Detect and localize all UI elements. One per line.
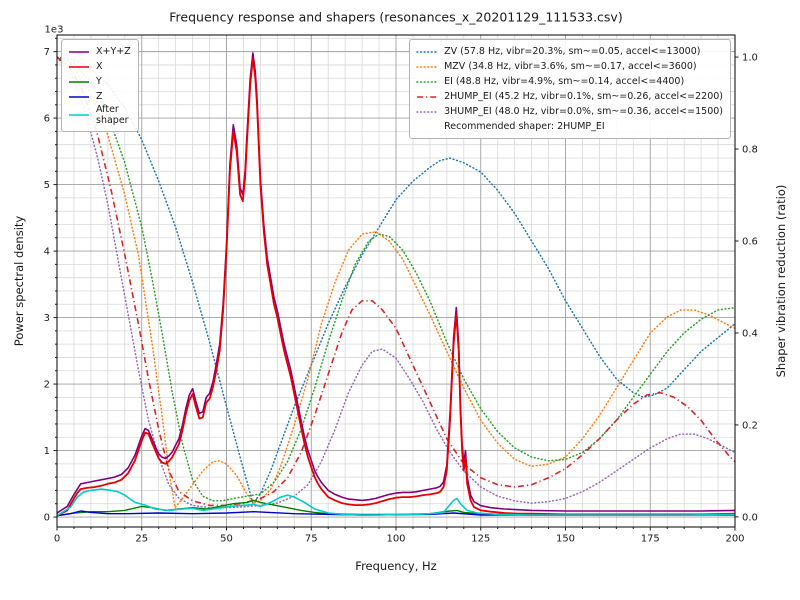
legend-line-sample: [69, 80, 89, 83]
legend-line-sample: [69, 65, 89, 68]
svg-text:0: 0: [54, 534, 60, 545]
series-ei: [57, 56, 735, 502]
y-axis-offset-text: 1e3: [44, 24, 64, 36]
legend-line-sample: [69, 50, 89, 53]
legend-entry-label: Z: [96, 90, 103, 102]
svg-text:25: 25: [135, 534, 148, 545]
svg-text:175: 175: [641, 534, 660, 545]
svg-text:200: 200: [725, 534, 744, 545]
svg-text:1.0: 1.0: [742, 53, 758, 64]
svg-text:150: 150: [556, 534, 575, 545]
svg-text:75: 75: [305, 534, 318, 545]
svg-text:6: 6: [44, 114, 50, 125]
legend-entry: X: [68, 59, 131, 74]
legend-entry: Z: [68, 89, 131, 104]
svg-text:5: 5: [44, 180, 50, 191]
legend-entry-label: EI (48.8 Hz, vibr=4.9%, sm~=0.14, accel<…: [444, 75, 685, 87]
legend-entry-label: Recommended shaper: 2HUMP_EI: [444, 120, 605, 132]
legend-entry: X+Y+Z: [68, 44, 131, 59]
legend-psd: X+Y+Z X Y Z After shaper: [61, 39, 139, 132]
series-x: [57, 57, 735, 517]
legend-line-sample: [416, 80, 438, 83]
series: [57, 52, 735, 517]
legend-entry: MZV (34.8 Hz, vibr=3.6%, sm~=0.17, accel…: [416, 59, 723, 74]
legend-entry: Y: [68, 74, 131, 89]
legend-line-sample: [416, 65, 438, 68]
svg-text:0.0: 0.0: [742, 512, 758, 523]
ticks: [53, 37, 739, 531]
legend-entry-label: ZV (57.8 Hz, vibr=20.3%, sm~=0.05, accel…: [444, 45, 701, 57]
legend-line-sample: [417, 95, 438, 98]
legend-entry: EI (48.8 Hz, vibr=4.9%, sm~=0.14, accel<…: [416, 74, 723, 89]
legend-entry: 2HUMP_EI (45.2 Hz, vibr=0.1%, sm~=0.26, …: [416, 89, 723, 104]
legend-spacer: [416, 122, 438, 132]
svg-text:0: 0: [44, 513, 50, 524]
legend-entry-label: X: [96, 60, 103, 72]
svg-text:4: 4: [44, 247, 50, 258]
legend-entry: After shaper: [68, 104, 131, 127]
svg-text:7: 7: [44, 47, 50, 58]
legend-line-sample: [69, 114, 89, 117]
svg-text:1: 1: [44, 446, 50, 457]
svg-text:125: 125: [471, 534, 490, 545]
svg-text:0.2: 0.2: [742, 420, 758, 431]
legend-entry: ZV (57.8 Hz, vibr=20.3%, sm~=0.05, accel…: [416, 44, 723, 59]
series-2hump_ei: [57, 56, 735, 507]
svg-text:2: 2: [44, 380, 50, 391]
svg-text:50: 50: [220, 534, 233, 545]
y-axis-label-right: Shaper vibration reduction (ratio): [774, 184, 788, 378]
legend-shapers: ZV (57.8 Hz, vibr=20.3%, sm~=0.05, accel…: [409, 39, 731, 139]
series-3hump_ei: [57, 56, 735, 509]
legend-entry-label: 2HUMP_EI (45.2 Hz, vibr=0.1%, sm~=0.26, …: [444, 90, 723, 102]
legend-entry-label: After shaper: [96, 104, 129, 127]
svg-text:0.4: 0.4: [742, 328, 758, 339]
series-mzv: [57, 56, 735, 509]
x-axis-label: Frequency, Hz: [355, 559, 437, 573]
tick-labels: 0 25 50 75 100 125 150 175 200 0 1 2 3 4 5 6 7 0.0 0.2 0.4 0…: [44, 47, 758, 544]
y-axis-label-left: Power spectral density: [12, 215, 26, 347]
svg-text:0.8: 0.8: [742, 145, 758, 156]
legend-line-sample: [416, 50, 438, 53]
legend-entry: Recommended shaper: 2HUMP_EI: [416, 119, 723, 134]
legend-entry-label: MZV (34.8 Hz, vibr=3.6%, sm~=0.17, accel…: [444, 60, 697, 72]
legend-line-sample: [69, 95, 89, 98]
series-zv: [57, 56, 735, 504]
legend-entry-label: X+Y+Z: [96, 45, 131, 57]
legend-entry-label: 3HUMP_EI (48.0 Hz, vibr=0.0%, sm~=0.36, …: [444, 105, 723, 117]
legend-entry-label: Y: [96, 75, 102, 87]
legend-entry: 3HUMP_EI (48.0 Hz, vibr=0.0%, sm~=0.36, …: [416, 104, 723, 119]
svg-text:100: 100: [386, 534, 405, 545]
svg-text:0.6: 0.6: [742, 236, 758, 247]
legend-line-sample: [416, 110, 438, 113]
series-after-shaper: [57, 488, 735, 517]
grid-minor: [57, 35, 735, 527]
chart-title: Frequency response and shapers (resonanc…: [169, 9, 623, 25]
svg-text:3: 3: [44, 313, 50, 324]
